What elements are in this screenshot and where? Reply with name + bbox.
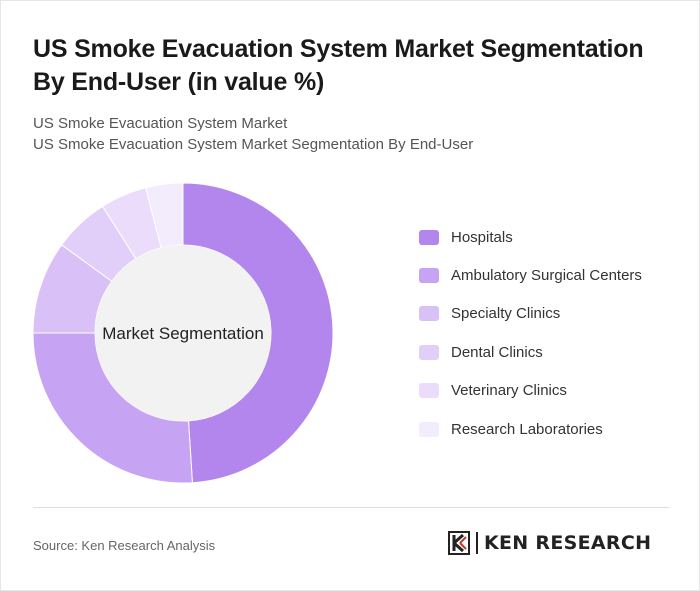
footer-divider <box>33 507 669 508</box>
legend-swatch <box>419 306 439 322</box>
ken-research-logo-mark-icon <box>448 531 470 555</box>
legend-item-research-laboratories: Research Laboratories <box>419 419 603 439</box>
legend-item-veterinary-clinics: Veterinary Clinics <box>419 381 567 401</box>
donut-center-label: Market Segmentation <box>102 324 264 343</box>
legend-item-ambulatory-surgical-centers: Ambulatory Surgical Centers <box>419 265 642 285</box>
legend-item-specialty-clinics: Specialty Clinics <box>419 304 560 324</box>
legend-swatch <box>419 383 439 399</box>
legend-label: Dental Clinics <box>451 343 543 361</box>
legend-label: Ambulatory Surgical Centers <box>451 266 642 284</box>
legend-item-dental-clinics: Dental Clinics <box>419 342 543 362</box>
logo-text: KEN RESEARCH <box>484 532 652 554</box>
donut-chart: Market Segmentation <box>32 182 334 484</box>
legend-item-hospitals: Hospitals <box>419 227 513 247</box>
legend-swatch <box>419 344 439 360</box>
chart-title: US Smoke Evacuation System Market Segmen… <box>33 35 644 96</box>
legend-swatch <box>419 421 439 437</box>
legend-swatch <box>419 229 439 245</box>
source-note: Source: Ken Research Analysis <box>33 538 216 553</box>
legend-label: Veterinary Clinics <box>451 382 567 400</box>
donut-hole <box>95 245 271 421</box>
chart-subtitle: US Smoke Evacuation System Market <box>33 115 288 132</box>
chart-subtitle-secondary: US Smoke Evacuation System Market Segmen… <box>33 136 474 153</box>
legend-label: Specialty Clinics <box>451 305 561 323</box>
ken-research-logo: KEN RESEARCH <box>448 531 651 555</box>
logo-separator <box>476 532 478 554</box>
legend-label: Hospitals <box>451 228 513 246</box>
legend-swatch <box>419 267 439 283</box>
legend-label: Research Laboratories <box>451 420 603 438</box>
